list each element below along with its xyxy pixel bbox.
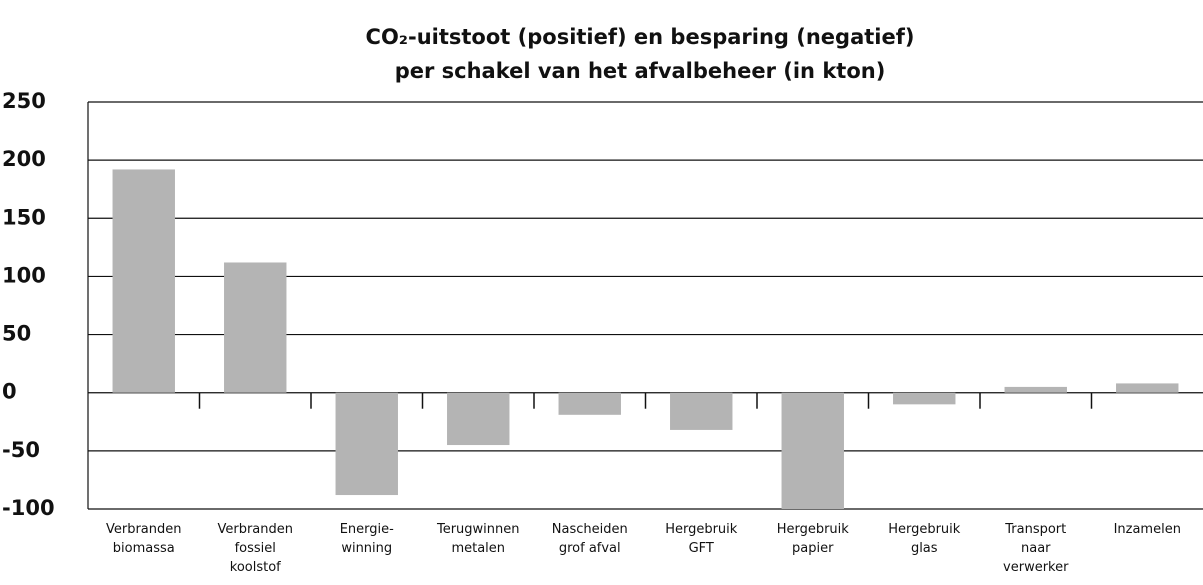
x-tick-label: Transport naar verwerker [1003,522,1069,575]
bar [670,392,733,430]
bar [893,392,956,405]
x-tick-line: winning [341,541,392,556]
x-tick-line: Terugwinnen [436,522,520,537]
bar [224,262,287,393]
bar [112,169,175,393]
bar [335,392,398,496]
x-tick-line: Transport [1004,522,1066,537]
x-tick-label: Inzamelen [1114,522,1181,537]
y-tick-label: 0 [2,380,17,404]
x-tick-line: metalen [451,541,505,556]
y-tick-label: -100 [2,496,55,520]
x-tick-line: Hergebruik [665,522,738,537]
x-tick-line: Verbranden [217,522,293,537]
x-tick-line: Hergebruik [777,522,850,537]
bar [781,392,844,509]
x-tick-label: Hergebruik glas [888,522,961,556]
chart-title: per schakel van het afvalbeheer (in kton… [395,59,886,83]
bar [1004,386,1067,393]
x-tick-line: grof afval [559,541,621,556]
bar [1116,383,1179,393]
chart-title: CO₂-uitstoot (positief) en besparing (ne… [366,25,915,49]
x-tick-line: koolstof [230,560,281,575]
x-tick-label: Verbranden fossiel koolstof [217,522,293,575]
x-tick-label: Nascheiden grof afval [552,522,628,556]
y-tick-label: 150 [2,205,46,229]
x-tick-line: GFT [689,541,714,556]
y-tick-label: 50 [2,322,31,346]
x-tick-line: naar [1021,541,1051,556]
x-tick-line: papier [792,541,834,556]
y-tick-label: 250 [2,89,46,113]
x-tick-line: Inzamelen [1114,522,1181,537]
x-tick-line: glas [911,541,938,556]
x-tick-line: verwerker [1003,560,1069,575]
y-tick-label: 100 [2,263,46,287]
y-tick-label: 200 [2,147,46,171]
x-tick-line: Verbranden [106,522,182,537]
x-tick-line: Energie- [340,522,394,537]
x-tick-label: Hergebruik GFT [665,522,738,556]
x-tick-label: Hergebruik papier [777,522,850,556]
y-tick-label: -50 [2,438,40,462]
x-tick-label: Verbranden biomassa [106,522,182,556]
x-tick-line: biomassa [113,541,175,556]
bar [447,392,510,446]
x-tick-line: Hergebruik [888,522,961,537]
x-tick-label: Energie-winning [340,522,394,556]
x-tick-line: fossiel [235,541,276,556]
bar [558,392,621,415]
x-tick-line: Nascheiden [552,522,628,537]
x-tick-label: Terugwinnen metalen [436,522,520,556]
